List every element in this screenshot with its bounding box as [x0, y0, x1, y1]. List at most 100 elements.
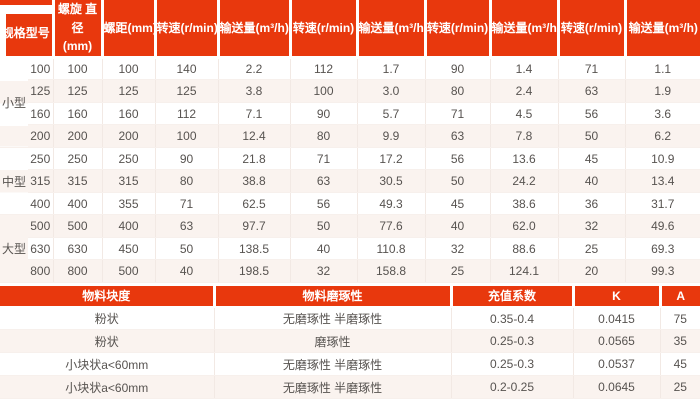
- table-cell: 40: [425, 214, 491, 238]
- table-cell: 100: [53, 57, 103, 81]
- column-header-abrasiveness: 物料磨琢性: [212, 285, 453, 308]
- table-cell: 112: [155, 102, 219, 126]
- table-cell: 25: [558, 237, 626, 261]
- table-cell: 粉状: [0, 329, 215, 354]
- table-cell: 45: [425, 192, 491, 216]
- table-row: 小块状a<60mm 无磨琢性 半磨琢性 0.25-0.3 0.0537 45: [0, 352, 700, 377]
- table-row: 315 315 315 80 38.8 63 30.5 50 24.2 40 13.4: [0, 169, 700, 193]
- table-cell: 3.0: [357, 79, 426, 103]
- table-cell: 125: [155, 79, 219, 103]
- table-cell: 磨琢性: [214, 329, 452, 354]
- table-cell: 49.3: [357, 192, 426, 216]
- table-cell: 9.9: [357, 124, 426, 148]
- table-cell: 小块状a<60mm: [0, 375, 215, 400]
- table-cell: 500: [102, 259, 156, 283]
- table-cell: 158.8: [357, 259, 426, 283]
- table-cell: 125: [102, 79, 156, 103]
- table-cell: 800: [28, 259, 54, 283]
- group-label-medium: 中型: [0, 147, 28, 216]
- table-cell: 13.6: [490, 147, 559, 171]
- table-cell: 63: [290, 169, 358, 193]
- table-row: 粉状 磨琢性 0.25-0.3 0.0565 35: [0, 329, 700, 354]
- table-cell: 71: [558, 57, 626, 81]
- table-cell: 17.2: [357, 147, 426, 171]
- table-cell: 160: [53, 102, 103, 126]
- table-cell: 63: [155, 214, 219, 238]
- table-cell: 90: [425, 57, 491, 81]
- table-cell: 315: [53, 169, 103, 193]
- table-cell: 69.3: [625, 237, 700, 261]
- table-cell: 3.6: [625, 102, 700, 126]
- table-cell: 50: [558, 124, 626, 148]
- table-cell: 3.8: [218, 79, 291, 103]
- table-cell: 450: [102, 237, 156, 261]
- table-cell: 62.0: [490, 214, 559, 238]
- column-header-speed-2: 转速(r/min): [288, 0, 359, 59]
- table-cell: 80: [155, 169, 219, 193]
- column-header-a: A: [658, 285, 700, 308]
- table-cell: 25: [660, 375, 700, 400]
- column-header-capacity-3: 输送量(m³/h): [488, 0, 560, 59]
- column-header-speed-1: 转速(r/min): [153, 0, 220, 59]
- table-cell: 90: [155, 147, 219, 171]
- table-cell: 2.4: [490, 79, 559, 103]
- table-cell: 无磨琢性 半磨琢性: [214, 306, 452, 331]
- table-cell: 124.1: [490, 259, 559, 283]
- material-table: 物料块度 物料磨琢性 充值系数 K A 粉状 无磨琢性 半磨琢性 0.35-0.4 0…: [0, 285, 700, 400]
- table-cell: 160: [28, 102, 54, 126]
- table-cell: 97.7: [218, 214, 291, 238]
- table-cell: 140: [155, 57, 219, 81]
- column-header-speed-4: 转速(r/min): [556, 0, 627, 59]
- table-cell: 0.2-0.25: [451, 375, 574, 400]
- table-cell: 198.5: [218, 259, 291, 283]
- table-cell: 7.8: [490, 124, 559, 148]
- table-cell: 80: [425, 79, 491, 103]
- table-cell: 45: [660, 352, 700, 377]
- table-cell: 7.1: [218, 102, 291, 126]
- table-cell: 100: [102, 57, 156, 81]
- table-cell: 500: [28, 214, 54, 238]
- spec-table: 规格型号 螺旋 直径 (mm) 螺距(mm) 转速(r/min) 输送量(m³/h…: [0, 0, 700, 283]
- column-header-capacity-2: 输送量(m³/h): [355, 0, 427, 59]
- table-cell: 31.7: [625, 192, 700, 216]
- table-row: 粉状 无磨琢性 半磨琢性 0.35-0.4 0.0415 75: [0, 306, 700, 331]
- column-header-capacity-1: 输送量(m³/h): [216, 0, 292, 59]
- table-cell: 160: [102, 102, 156, 126]
- table-cell: 71: [425, 102, 491, 126]
- table-cell: 50: [155, 237, 219, 261]
- table-cell: 36: [558, 192, 626, 216]
- table-cell: 1.9: [625, 79, 700, 103]
- column-header-lump-size: 物料块度: [0, 285, 216, 308]
- table-cell: 250: [28, 147, 54, 171]
- column-header-pitch: 螺距(mm): [100, 0, 157, 59]
- table-cell: 112: [290, 57, 358, 81]
- table-cell: 800: [53, 259, 103, 283]
- table-cell: 250: [53, 147, 103, 171]
- table-cell: 25: [425, 259, 491, 283]
- table-cell: 63: [425, 124, 491, 148]
- table-cell: 99.3: [625, 259, 700, 283]
- table-cell: 1.7: [357, 57, 426, 81]
- table-cell: 125: [53, 79, 103, 103]
- table-cell: 50: [425, 169, 491, 193]
- table-cell: 200: [102, 124, 156, 148]
- table-cell: 62.5: [218, 192, 291, 216]
- table-cell: 100: [28, 57, 54, 81]
- table-cell: 无磨琢性 半磨琢性: [214, 375, 452, 400]
- table-cell: 200: [28, 124, 54, 148]
- table-cell: 粉状: [0, 306, 215, 331]
- group-label-large: 大型: [0, 214, 28, 283]
- table-cell: 小块状a<60mm: [0, 352, 215, 377]
- table-cell: 4.5: [490, 102, 559, 126]
- table-cell: 1.4: [490, 57, 559, 81]
- table-cell: 20: [558, 259, 626, 283]
- column-header-diameter: 螺旋 直径 (mm): [51, 0, 104, 59]
- table-cell: 56: [290, 192, 358, 216]
- table-cell: 125: [28, 79, 54, 103]
- table-cell: 32: [558, 214, 626, 238]
- table-cell: 38.6: [490, 192, 559, 216]
- table-cell: 400: [28, 192, 54, 216]
- table-cell: 110.8: [357, 237, 426, 261]
- table-row: 小型 100 100 100 140 2.2 112 1.7 90 1.4 71 1.1: [0, 57, 700, 148]
